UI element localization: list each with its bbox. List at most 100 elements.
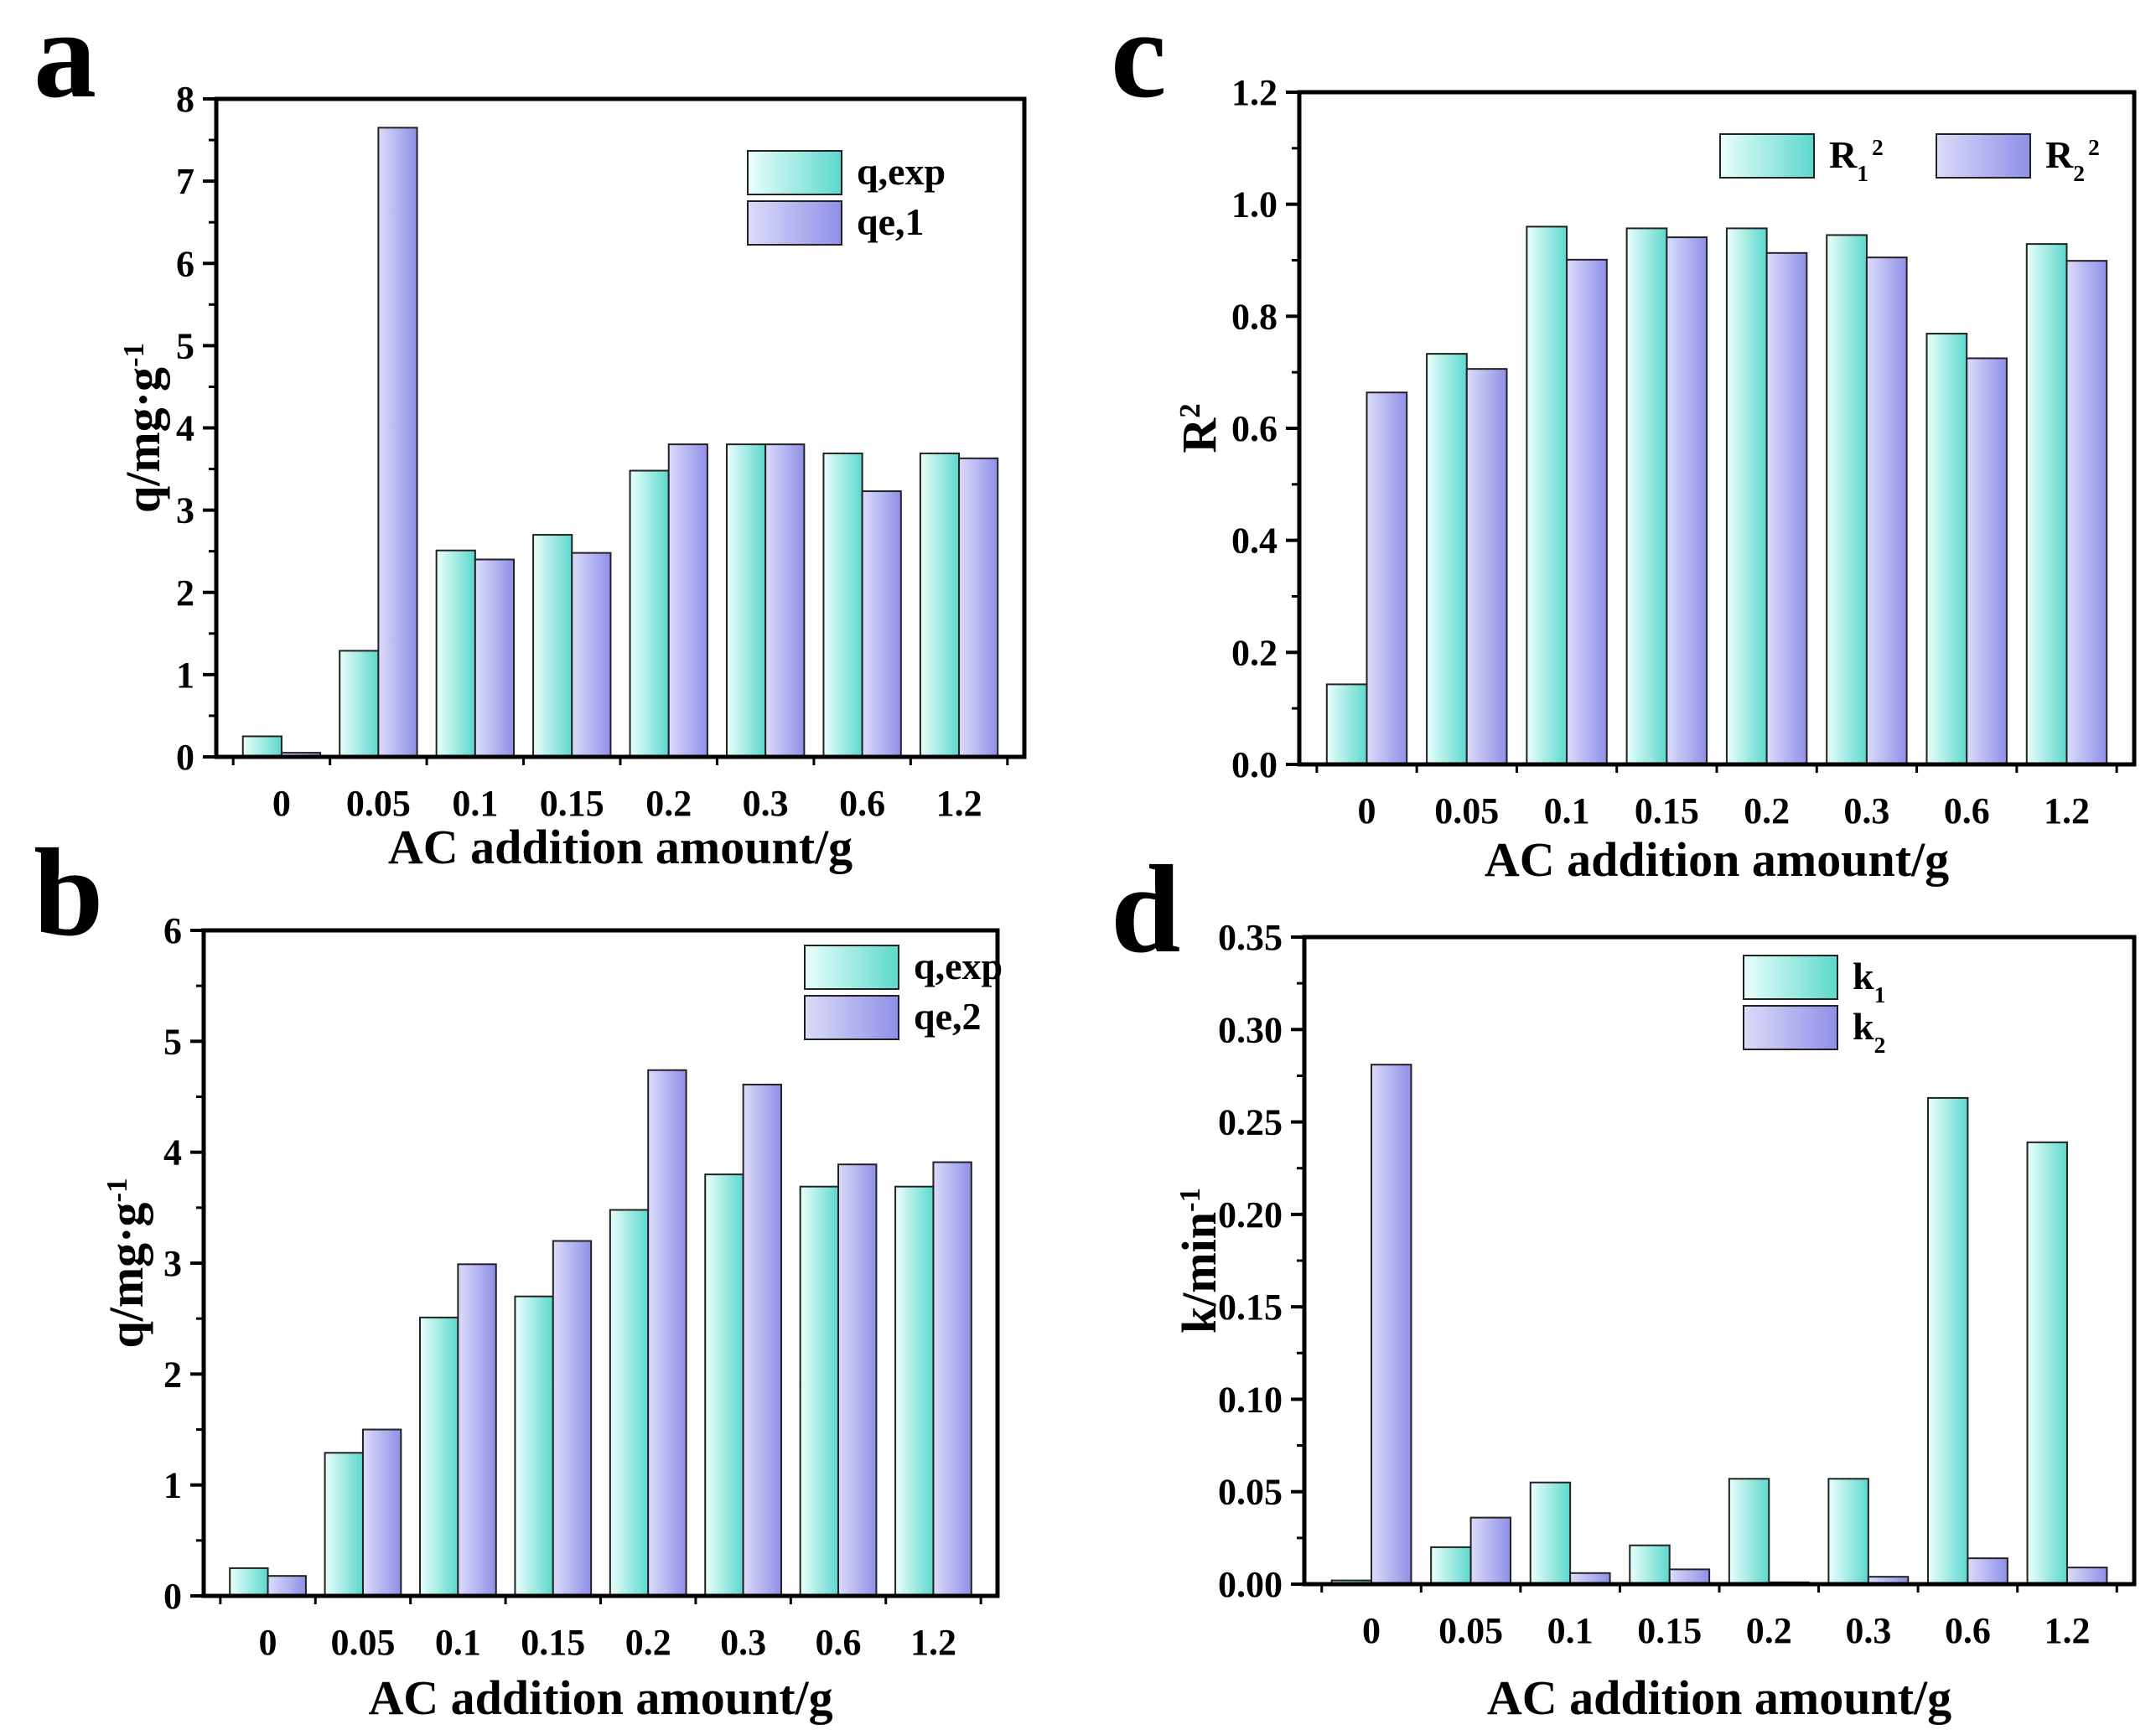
bar-a-series1-5	[725, 443, 767, 758]
bar-b-series1-5	[704, 1173, 744, 1597]
x-tick-label-d-7: 1.2	[2044, 1610, 2090, 1651]
y-tick-label-a-4: 4	[176, 408, 194, 449]
bar-c-series2-7	[2065, 260, 2108, 765]
bar-a-series1-0	[241, 735, 282, 758]
bar-c-series2-4	[1765, 251, 1808, 766]
bar-c-series2-0	[1366, 391, 1408, 765]
x-tick-label-b-6: 0.6	[816, 1622, 862, 1663]
legend-swatch-a-2	[747, 200, 842, 246]
x-tick-label-c-1: 0.05	[1434, 790, 1499, 831]
bar-d-series2-1	[1469, 1516, 1512, 1585]
x-tick-label-c-5: 0.3	[1843, 790, 1889, 831]
plot-frame-a	[214, 96, 1027, 759]
y-tick-label-c-6: 1.2	[1231, 72, 1278, 113]
bar-a-series1-3	[532, 534, 573, 758]
bar-a-series2-6	[861, 490, 902, 759]
y-axis-title-group-b: q/mg·g-1	[99, 1178, 153, 1348]
y-tick-label-d-3: 0.15	[1218, 1287, 1283, 1328]
bar-b-series2-0	[267, 1575, 307, 1598]
y-tick-label-b-0: 0	[163, 1576, 182, 1617]
x-tick-label-a-7: 1.2	[936, 783, 982, 824]
x-tick-label-d-4: 0.2	[1746, 1610, 1792, 1651]
y-tick-label-b-1: 1	[163, 1465, 182, 1506]
bar-c-series1-0	[1325, 683, 1368, 766]
panel-d-letter: d	[1111, 840, 1180, 979]
panel-c-letter: c	[1111, 0, 1167, 124]
bar-d-series1-6	[1926, 1096, 1969, 1585]
bar-b-series2-5	[742, 1083, 782, 1597]
y-tick-label-a-6: 6	[176, 243, 194, 284]
x-axis-title-c: AC addition amount/g	[1485, 832, 1949, 887]
y-tick-label-d-7: 0.35	[1218, 917, 1283, 958]
legend-label-c-2: R22	[2045, 133, 2100, 186]
bar-b-series2-1	[361, 1428, 402, 1597]
y-tick-label-d-1: 0.05	[1218, 1472, 1283, 1513]
bar-a-series1-6	[822, 452, 863, 758]
bar-c-series2-6	[1966, 357, 2008, 765]
x-tick-label-d-3: 0.15	[1637, 1610, 1702, 1651]
x-tick-label-c-6: 0.6	[1944, 790, 1990, 831]
legend-swatch-d-2	[1743, 1005, 1838, 1050]
y-tick-label-b-6: 6	[163, 910, 182, 951]
bar-d-series1-4	[1728, 1478, 1770, 1586]
y-axis-title-group-a: q/mg·g-1	[116, 343, 170, 513]
x-tick-label-c-4: 0.2	[1744, 790, 1790, 831]
y-tick-label-c-0: 0.0	[1231, 744, 1278, 785]
panel-d-chart: d 0 0.05 0.1 0.15 0.2 0.3 0.6 1.2 0.00 0.05 0.10 0.1…	[1111, 840, 2137, 1725]
bar-c-series1-5	[1826, 234, 1868, 765]
x-tick-label-c-3: 0.15	[1635, 790, 1699, 831]
bar-b-series2-2	[457, 1263, 497, 1598]
bar-d-series1-5	[1827, 1478, 1869, 1586]
bar-a-series2-2	[474, 558, 516, 758]
legend-swatch-c-2	[1936, 133, 2031, 179]
y-tick-label-c-2: 0.4	[1231, 521, 1278, 562]
panel-a-chart: a 0 0.05 0.1 0.15 0.2 0.3 0.6 1.2 0 1 2 3 4 5 6 7 8 AC add…	[34, 0, 1027, 874]
x-tick-label-a-2: 0.1	[452, 783, 498, 824]
bar-b-series1-4	[609, 1209, 650, 1597]
bar-a-series2-7	[958, 457, 999, 759]
bar-b-series1-6	[799, 1185, 840, 1597]
y-tick-label-b-5: 5	[163, 1021, 182, 1062]
y-tick-label-a-8: 8	[176, 79, 194, 120]
legend-swatch-b-1	[804, 945, 899, 990]
bar-a-series1-1	[339, 650, 380, 759]
x-tick-label-d-6: 0.6	[1945, 1610, 1991, 1651]
y-axis-title-group-d: k/min-1	[1172, 1188, 1226, 1334]
x-tick-label-d-2: 0.1	[1547, 1610, 1594, 1651]
bar-c-series1-3	[1625, 227, 1668, 765]
panel-a-letter: a	[34, 0, 96, 124]
legend-label-a-2: qe,1	[857, 200, 925, 243]
bar-a-series2-5	[764, 443, 806, 758]
bar-c-series2-3	[1666, 236, 1708, 765]
bar-b-series2-7	[932, 1161, 972, 1597]
bar-d-series2-6	[1967, 1557, 2008, 1585]
legend-label-b-1: q,exp	[914, 945, 1003, 987]
bar-c-series1-2	[1526, 225, 1568, 765]
legend-swatch-d-1	[1743, 955, 1838, 1000]
x-tick-label-a-1: 0.05	[346, 783, 411, 824]
y-tick-label-d-2: 0.10	[1218, 1379, 1283, 1420]
bar-c-series2-2	[1566, 258, 1608, 765]
x-axis-title-b: AC addition amount/g	[368, 1670, 832, 1725]
panel-b-letter: b	[34, 823, 103, 962]
bar-a-series2-3	[571, 552, 612, 759]
bar-c-series2-1	[1465, 368, 1508, 765]
y-tick-label-a-5: 5	[176, 325, 194, 366]
y-tick-label-c-1: 0.2	[1231, 632, 1278, 673]
x-tick-label-a-3: 0.15	[540, 783, 604, 824]
y-axis-title-a: q/mg·g-1	[116, 343, 170, 513]
bar-d-series1-7	[2026, 1141, 2068, 1585]
x-tick-label-d-5: 0.3	[1845, 1610, 1891, 1651]
y-tick-label-c-3: 0.6	[1231, 408, 1278, 449]
bar-c-series1-6	[1925, 333, 1968, 765]
panel-c-chart: c 0 0.05 0.1 0.15 0.2 0.3 0.6 1.2 0.0 0.2 0.4 0.6 0.8…	[1111, 0, 2137, 887]
x-tick-label-a-5: 0.3	[743, 783, 789, 824]
bar-b-series2-6	[837, 1163, 878, 1598]
legend-label-d-2: k2	[1853, 1005, 1885, 1058]
x-tick-label-b-2: 0.1	[435, 1622, 481, 1663]
x-tick-label-c-7: 1.2	[2044, 790, 2090, 831]
x-tick-label-b-5: 0.3	[720, 1622, 766, 1663]
y-tick-label-a-0: 0	[176, 737, 194, 778]
y-tick-label-b-4: 4	[163, 1132, 182, 1173]
